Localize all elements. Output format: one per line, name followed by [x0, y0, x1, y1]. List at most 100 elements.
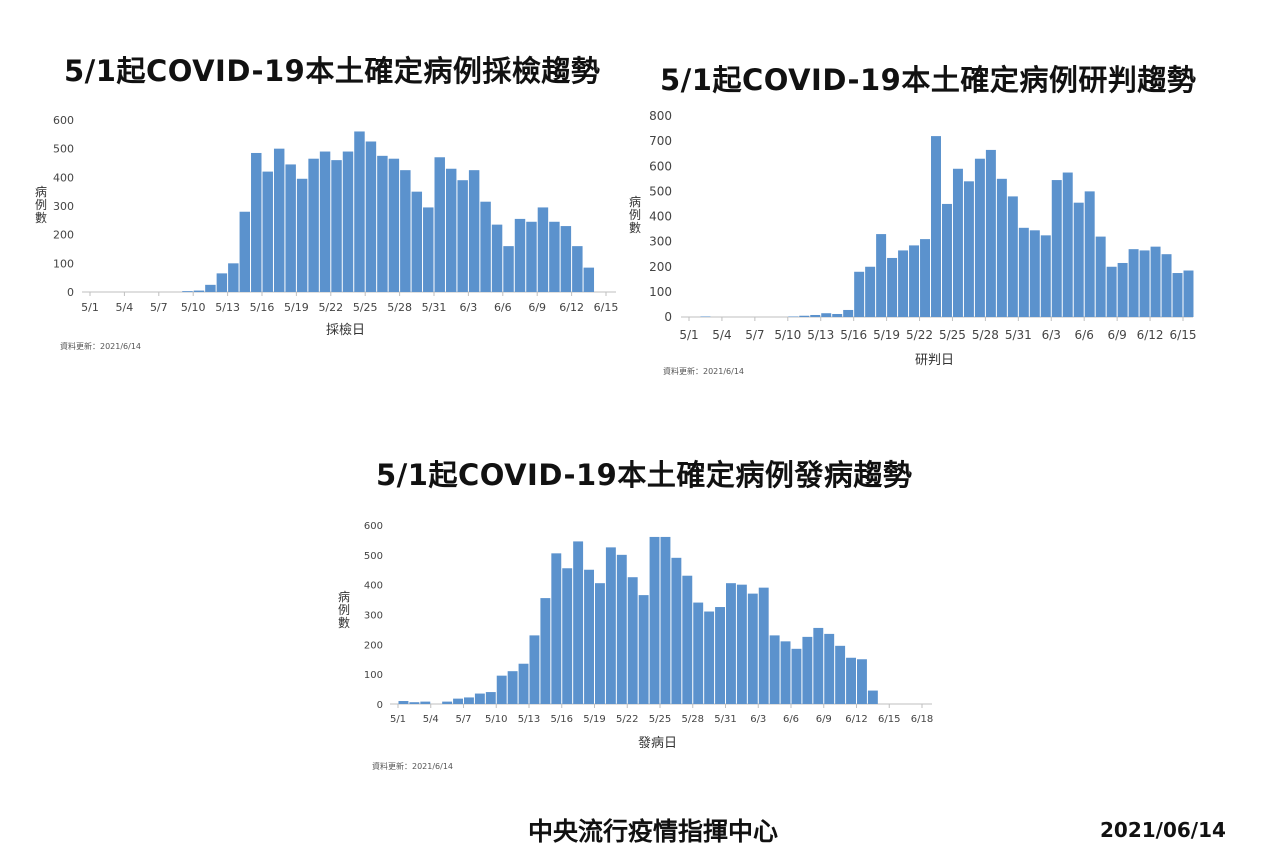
bar: [453, 698, 463, 704]
x-tick-label: 5/7: [745, 328, 764, 342]
y-tick-label: 600: [649, 159, 672, 173]
y-tick-label: 200: [53, 229, 74, 242]
bar: [442, 701, 453, 704]
bar: [285, 164, 296, 292]
x-tick-label: 5/19: [583, 714, 605, 725]
x-tick-label: 5/28: [682, 714, 704, 725]
bar: [434, 157, 445, 292]
bar: [420, 701, 431, 704]
bar: [996, 178, 1007, 317]
x-tick-label: 5/16: [551, 714, 573, 725]
update-note: 資料更新：2021/6/14: [372, 762, 454, 771]
y-tick-label: 300: [53, 200, 74, 213]
x-tick-label: 5/22: [616, 714, 638, 725]
x-tick-label: 5/1: [679, 328, 698, 342]
bar: [736, 584, 747, 704]
bar: [726, 583, 736, 704]
bar: [963, 181, 974, 317]
y-tick-label: 100: [649, 285, 672, 299]
bar: [507, 671, 518, 704]
x-tick-label: 6/3: [1042, 328, 1061, 342]
bar: [365, 141, 377, 292]
x-tick-label: 6/15: [1170, 328, 1197, 342]
bar: [354, 131, 365, 292]
bar: [931, 136, 941, 317]
x-tick-label: 5/19: [284, 301, 309, 314]
bar: [331, 160, 342, 292]
x-tick-label: 6/3: [750, 714, 766, 725]
x-tick-label: 5/19: [873, 328, 900, 342]
y-tick-label: 300: [364, 611, 383, 622]
x-tick-label: 5/7: [150, 301, 168, 314]
bar: [262, 171, 273, 292]
bar: [1018, 227, 1029, 317]
x-tick-label: 5/31: [422, 301, 447, 314]
footer-date: 2021/06/14: [1100, 818, 1226, 842]
x-tick-label: 6/6: [783, 714, 799, 725]
bar: [411, 191, 423, 292]
bar: [518, 663, 529, 704]
bar: [857, 659, 867, 704]
x-tick-label: 6/15: [594, 301, 619, 314]
update-note: 資料更新：2021/6/14: [60, 342, 142, 351]
bar: [985, 149, 996, 317]
chart-title: 5/1起COVID-19本土確定病例研判趨勢: [660, 63, 1197, 97]
bar: [1106, 266, 1117, 317]
y-tick-label: 0: [377, 700, 383, 711]
y-tick-label: 700: [649, 134, 672, 148]
bar: [799, 315, 810, 317]
bar: [1062, 172, 1073, 317]
bar: [854, 271, 865, 317]
bar: [876, 234, 887, 317]
bar: [1172, 273, 1183, 317]
x-tick-label: 6/12: [559, 301, 584, 314]
bar: [496, 675, 507, 704]
bar: [457, 180, 468, 292]
x-tick-label: 5/10: [774, 328, 801, 342]
bar: [780, 641, 791, 704]
x-tick-label: 5/1: [81, 301, 99, 314]
y-tick-label: 100: [53, 257, 74, 270]
bar: [1117, 262, 1128, 317]
bar: [1139, 250, 1150, 317]
x-tick-label: 5/10: [485, 714, 507, 725]
bar: [549, 221, 560, 292]
y-axis-label: 病例數: [34, 185, 47, 225]
bar: [758, 587, 769, 704]
bar: [865, 266, 876, 317]
x-tick-label: 6/9: [528, 301, 546, 314]
y-tick-label: 0: [67, 286, 74, 299]
bar-chart-confirmation: 0 100 200 300 400 500 600 700 800 5/1 5/4 5/7 5/10 5/…: [649, 109, 1196, 342]
bar: [480, 201, 491, 292]
bar: [409, 702, 420, 704]
x-tick-label: 5/28: [387, 301, 412, 314]
bar: [909, 245, 920, 317]
bar: [239, 211, 251, 292]
y-tick-label: 600: [364, 521, 383, 532]
bar: [193, 290, 205, 292]
bar: [308, 158, 319, 292]
bar: [595, 583, 605, 704]
x-tick-label: 5/10: [181, 301, 206, 314]
x-tick-label: 5/28: [972, 328, 999, 342]
bar: [843, 309, 854, 317]
bar: [423, 207, 434, 292]
bar: [1095, 236, 1106, 317]
bar: [562, 568, 573, 704]
y-tick-label: 300: [649, 235, 672, 249]
bar: [920, 239, 931, 317]
bar: [1073, 202, 1084, 317]
y-axis-label: 病例數: [628, 195, 641, 235]
bar: [468, 170, 480, 292]
bar: [537, 207, 549, 292]
y-tick-label: 400: [53, 171, 74, 184]
bar: [228, 263, 239, 292]
bar: [682, 575, 693, 704]
bar: [887, 257, 898, 317]
bar: [251, 152, 262, 292]
bar: [445, 168, 457, 292]
x-tick-label: 5/31: [1005, 328, 1032, 342]
bar: [526, 221, 537, 292]
bar: [560, 226, 572, 292]
x-tick-label: 5/7: [455, 714, 471, 725]
